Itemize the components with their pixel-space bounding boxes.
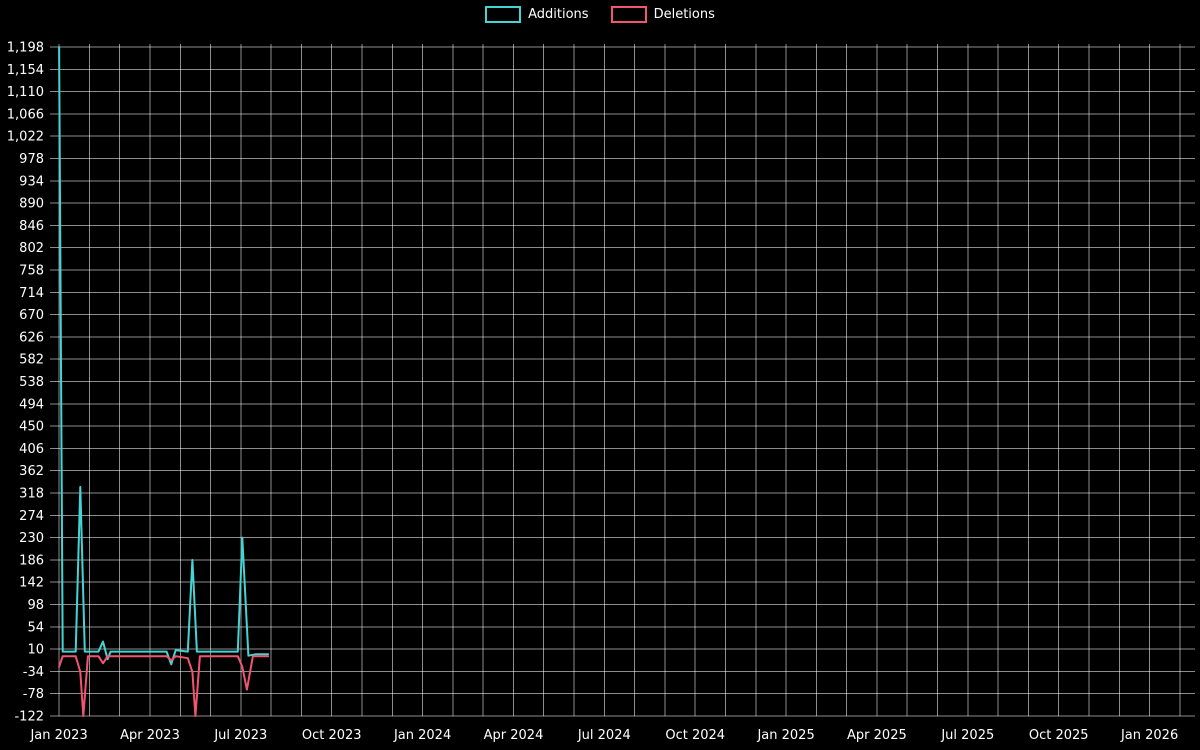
additions-series-swatch-icon xyxy=(485,6,522,23)
y-tick-label: 54 xyxy=(27,620,44,635)
y-tick-label: 802 xyxy=(19,241,44,256)
y-tick-label: 406 xyxy=(19,442,44,457)
x-tick-label: Oct 2024 xyxy=(665,728,725,743)
x-tick-label: Jan 2026 xyxy=(1120,728,1178,743)
y-tick-label: 274 xyxy=(19,509,44,524)
x-tick-label: Jan 2024 xyxy=(393,728,451,743)
y-tick-label: 890 xyxy=(19,197,44,212)
y-tick-label: 582 xyxy=(19,353,44,368)
y-tick-label: 978 xyxy=(19,152,44,167)
x-tick-label: Oct 2023 xyxy=(302,728,362,743)
y-tick-label: 934 xyxy=(19,174,44,189)
y-tick-label: 98 xyxy=(27,598,44,613)
series-line-additions xyxy=(58,46,270,666)
y-tick-label: 1,154 xyxy=(7,63,44,78)
deletions-legend-label: Deletions xyxy=(653,7,715,22)
deletions-series-swatch-icon xyxy=(610,6,647,23)
y-tick-label: 318 xyxy=(19,487,44,502)
legend-item-additions[interactable]: Additions xyxy=(485,6,589,23)
x-tick-label: Apr 2025 xyxy=(847,728,907,743)
y-tick-label: 1,110 xyxy=(7,85,44,100)
y-tick-label: -78 xyxy=(23,687,44,702)
y-tick-label: 1,066 xyxy=(7,107,44,122)
y-tick-label: 714 xyxy=(19,286,44,301)
series-line-deletions xyxy=(58,655,270,717)
y-tick-label: 626 xyxy=(19,330,44,345)
y-tick-label: 142 xyxy=(19,576,44,591)
x-tick-label: Jul 2024 xyxy=(577,728,631,743)
y-tick-label: -122 xyxy=(14,710,44,725)
y-tick-label: 758 xyxy=(19,264,44,279)
x-tick-label: Jan 2023 xyxy=(29,728,87,743)
y-tick-label: 538 xyxy=(19,375,44,390)
y-tick-label: 1,198 xyxy=(7,41,44,56)
x-tick-label: Jan 2025 xyxy=(756,728,814,743)
y-tick-label: 450 xyxy=(19,420,44,435)
x-tick-label: Oct 2025 xyxy=(1029,728,1089,743)
x-tick-label: Apr 2023 xyxy=(120,728,180,743)
y-tick-label: 362 xyxy=(19,464,44,479)
y-tick-label: 1,022 xyxy=(7,130,44,145)
x-tick-label: Jul 2023 xyxy=(213,728,267,743)
y-tick-label: 230 xyxy=(19,531,44,546)
y-tick-label: 10 xyxy=(27,643,44,658)
chart-legend: Additions Deletions xyxy=(0,6,1200,23)
y-tick-label: 846 xyxy=(19,219,44,234)
legend-item-deletions[interactable]: Deletions xyxy=(610,6,715,23)
y-tick-label: 494 xyxy=(19,397,44,412)
y-tick-label: 670 xyxy=(19,308,44,323)
additions-legend-label: Additions xyxy=(528,7,589,22)
x-tick-label: Jul 2025 xyxy=(940,728,994,743)
x-tick-label: Apr 2024 xyxy=(484,728,544,743)
y-tick-label: 186 xyxy=(19,553,44,568)
y-tick-label: -34 xyxy=(23,665,44,680)
